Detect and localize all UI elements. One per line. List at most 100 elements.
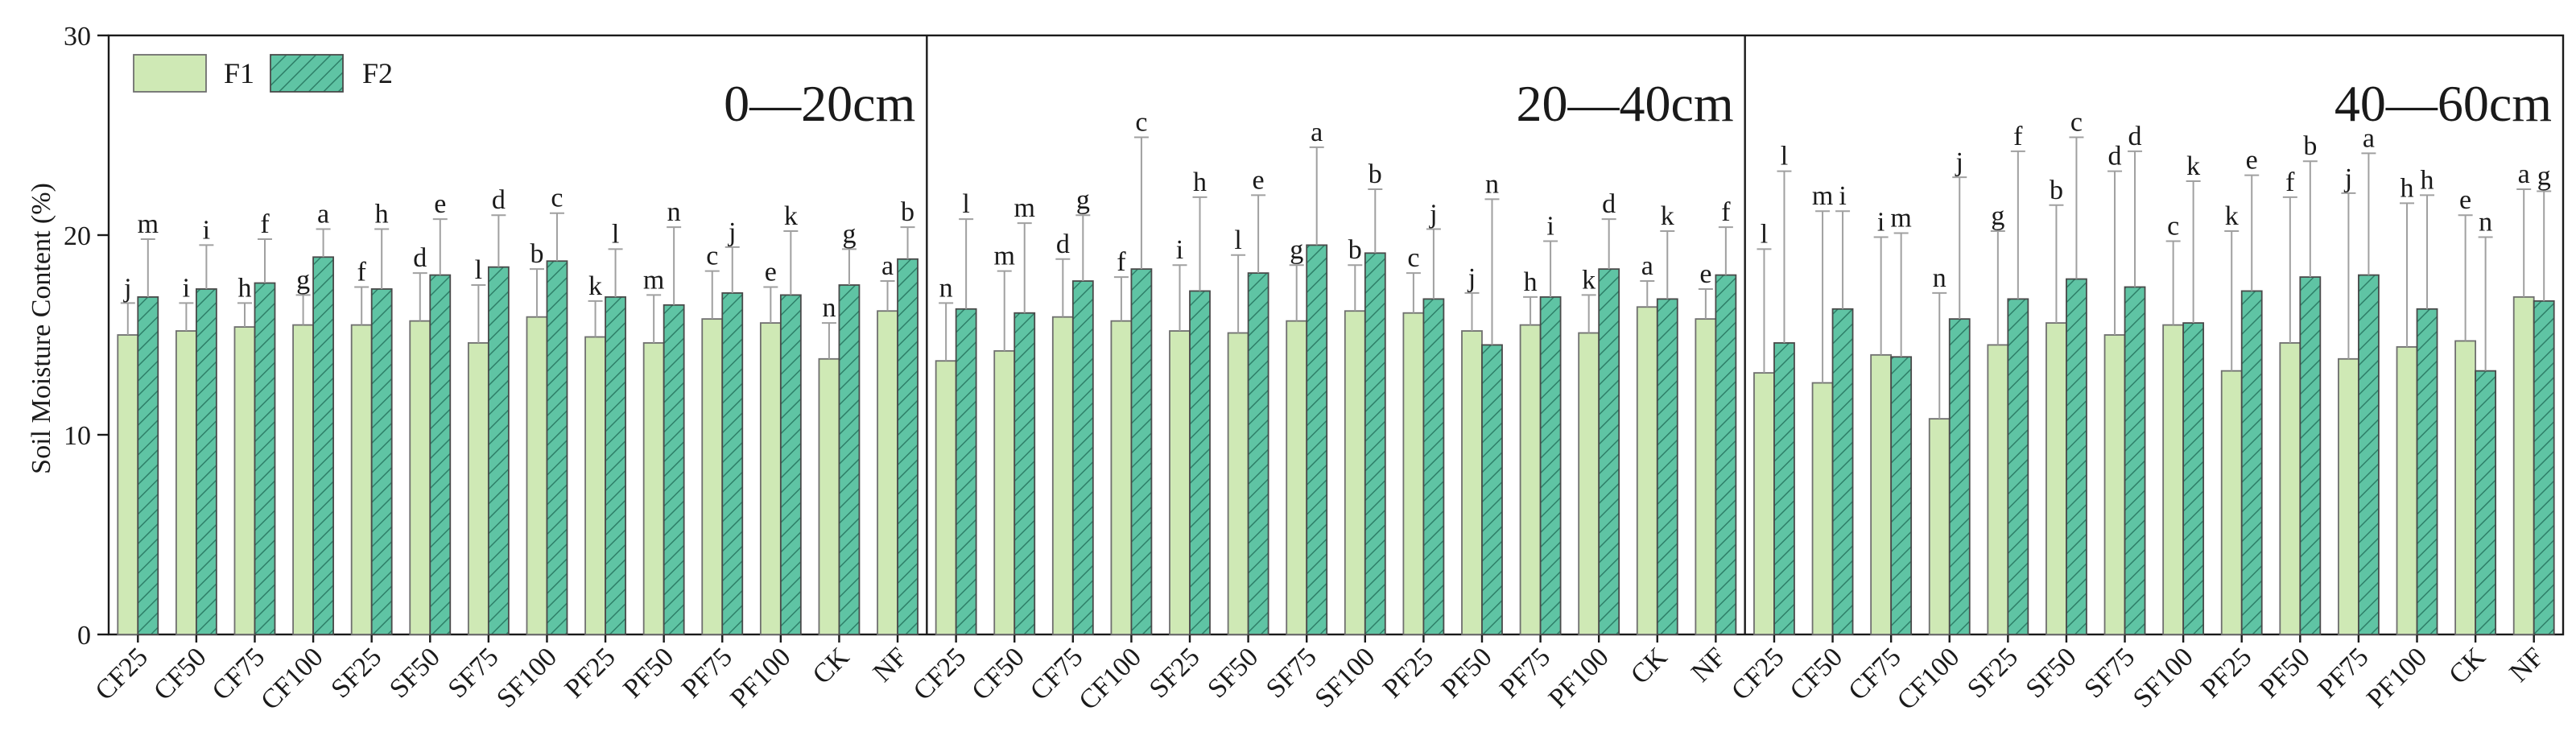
x-tick-label: CF100 [255, 642, 329, 716]
significance-label: a [317, 200, 329, 229]
bar-f2-cf100 [1130, 268, 1153, 635]
significance-label: n [1485, 169, 1499, 199]
significance-label: b [2050, 176, 2063, 205]
x-tick-label: SF50 [384, 642, 446, 704]
x-tick-label: CF50 [966, 642, 1030, 706]
y-axis-label: Soil Moisture Content (%) [27, 183, 56, 474]
significance-label: b [1368, 159, 1382, 189]
significance-label: k [1582, 265, 1596, 295]
bar-f1-cf50 [1811, 382, 1834, 635]
bar-f1-sf50 [409, 320, 431, 635]
significance-label: e [2246, 146, 2258, 176]
bar-f2-pf50 [1481, 344, 1503, 635]
significance-label: c [2070, 107, 2083, 137]
bar-f2-pf75 [721, 292, 744, 635]
bar-f1-pf25 [2220, 370, 2243, 635]
x-tick-label: CF25 [908, 642, 972, 706]
significance-label: m [138, 209, 159, 239]
significance-label: g [2537, 161, 2551, 191]
bar-f2-pf50 [2299, 276, 2322, 635]
bar-f1-sf75 [1286, 320, 1308, 635]
x-tick-label: SF25 [1962, 642, 2024, 704]
significance-label: f [357, 257, 367, 287]
bar-f2-pf100 [779, 294, 802, 635]
bar-f1-cf25 [1753, 372, 1775, 635]
significance-label: j [728, 217, 736, 247]
significance-label: k [784, 201, 798, 231]
bar-f1-cf100 [1928, 418, 1951, 635]
x-tick-label: SF50 [2021, 642, 2083, 704]
bar-f2-cf50 [1831, 308, 1854, 635]
bar-f1-pf75 [2338, 357, 2359, 635]
significance-label: b [530, 239, 543, 269]
bar-f2-ck [838, 284, 861, 635]
bar-f1-cf100 [1110, 320, 1133, 635]
significance-label: m [1890, 204, 1911, 233]
x-tick-label: SF25 [325, 642, 387, 704]
significance-label: k [588, 271, 602, 301]
bar-f2-cf50 [195, 288, 217, 635]
bar-f2-sf25 [370, 288, 393, 635]
significance-label: f [1721, 197, 1731, 227]
legend-label-f2: F2 [362, 57, 393, 89]
bar-f1-nf [877, 310, 898, 635]
significance-label: a [1311, 118, 1323, 147]
bar-f1-cf50 [993, 349, 1016, 635]
x-tick-label: CF100 [1892, 642, 1966, 716]
significance-label: n [822, 293, 836, 323]
bar-f2-sf100 [2182, 322, 2205, 635]
bar-f1-pf25 [584, 336, 606, 635]
significance-label: c [1407, 243, 1419, 273]
bar-f2-cf25 [1773, 342, 1795, 635]
bar-f1-ck [1636, 306, 1658, 635]
bar-f1-sf25 [1987, 344, 2009, 635]
plot-frame [97, 34, 2565, 643]
bar-f1-pf75 [1519, 324, 1542, 635]
bar-f2-pf25 [2240, 290, 2263, 635]
bar-f2-sf50 [1247, 272, 1269, 635]
bar-f2-cf50 [1013, 312, 1036, 635]
x-tick-label: PF100 [1543, 642, 1615, 713]
bar-f1-pf50 [642, 342, 665, 635]
x-tick-label: PF50 [2254, 642, 2316, 704]
bar-f2-nf [2533, 300, 2555, 635]
significance-label: m [643, 265, 664, 295]
panel-title: 40—60cm [2334, 75, 2552, 132]
bar-f1-sf50 [1227, 332, 1249, 635]
bar-f2-cf25 [955, 308, 977, 635]
legend-label-f1: F1 [224, 57, 254, 89]
significance-label: n [1933, 263, 1946, 293]
bar-f1-cf25 [117, 334, 139, 635]
bar-f1-pf50 [2279, 342, 2301, 635]
y-tick-label: 30 [64, 22, 91, 52]
significance-label: l [1761, 219, 1768, 249]
x-tick-label: CK [1625, 642, 1674, 690]
x-tick-label: PF100 [725, 642, 797, 713]
bar-f1-sf75 [2103, 334, 2126, 635]
significance-label: g [296, 265, 310, 295]
significance-label: e [2459, 185, 2471, 215]
bar-f1-sf25 [350, 324, 373, 635]
significance-label: l [1781, 142, 1788, 172]
significance-label: h [237, 273, 251, 303]
bar-layer [117, 136, 2555, 635]
significance-label: n [939, 273, 953, 303]
x-tick-label: CF50 [1785, 642, 1849, 706]
bar-f2-pf25 [605, 295, 626, 635]
significance-label: j [2344, 163, 2352, 193]
bar-f2-sf75 [487, 266, 510, 635]
significance-label: i [1176, 235, 1183, 265]
bar-f1-pf100 [1578, 332, 1600, 635]
significance-label: f [2013, 122, 2023, 151]
x-tick-label: CK [2443, 642, 2491, 690]
significance-label: a [881, 251, 894, 281]
bar-f1-cf25 [935, 360, 957, 635]
significance-label: h [1524, 267, 1538, 297]
significance-label: f [260, 209, 270, 239]
bar-f1-cf50 [175, 330, 197, 635]
bar-f2-sf25 [1189, 290, 1211, 635]
bar-f1-cf75 [1870, 353, 1893, 635]
significance-label: k [2225, 201, 2239, 231]
x-tick-label: PF25 [1377, 642, 1439, 704]
